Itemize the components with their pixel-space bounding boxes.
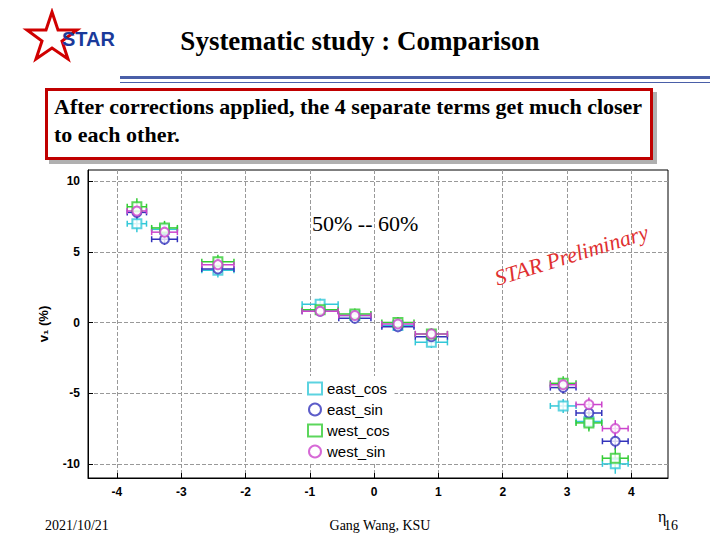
svg-text:v₁ (%): v₁ (%) (36, 306, 51, 342)
svg-text:η: η (658, 507, 667, 525)
svg-text:50% -- 60%: 50% -- 60% (312, 211, 418, 236)
html-text:Gang Wang, KSU: Gang Wang, KSU (329, 518, 431, 533)
svg-text:-3: -3 (176, 485, 187, 499)
svg-text:STAR: STAR (62, 28, 116, 50)
html-text:After corrections applied, the: After corrections applied, the 4 separat… (54, 94, 643, 147)
svg-text:2: 2 (499, 485, 506, 499)
svg-text:east_cos: east_cos (327, 380, 387, 397)
svg-text:-5: -5 (69, 386, 80, 400)
svg-text:-2: -2 (240, 485, 251, 499)
svg-text:0: 0 (73, 316, 80, 330)
svg-text:3: 3 (564, 485, 571, 499)
svg-text:STAR Preliminary: STAR Preliminary (492, 219, 652, 290)
svg-text:west_sin: west_sin (326, 443, 385, 460)
svg-text:5: 5 (73, 245, 80, 259)
html-text:Systematic study : Comparison: Systematic study : Comparison (180, 26, 540, 56)
svg-text:4: 4 (628, 485, 635, 499)
svg-text:0: 0 (371, 485, 378, 499)
html-text:16: 16 (664, 518, 678, 533)
svg-text:1: 1 (435, 485, 442, 499)
svg-text:west_cos: west_cos (326, 422, 390, 439)
svg-text:-4: -4 (112, 485, 123, 499)
svg-text:-1: -1 (305, 485, 316, 499)
svg-text:10: 10 (67, 174, 81, 188)
svg-text:east_sin: east_sin (327, 401, 383, 418)
svg-text:-10: -10 (63, 457, 81, 471)
html-text:2021/10/21: 2021/10/21 (45, 518, 109, 533)
